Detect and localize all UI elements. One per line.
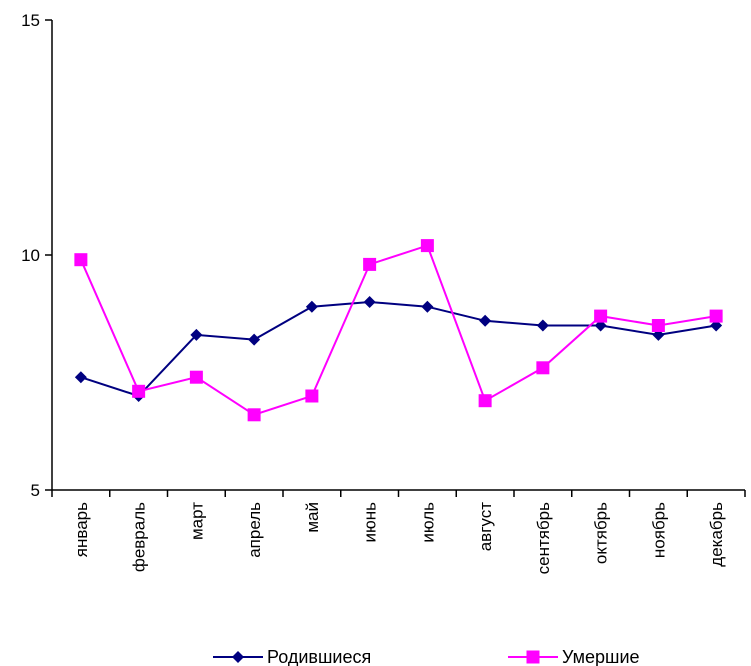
data-point [363, 296, 376, 308]
x-tick-label: сентябрь [534, 502, 553, 575]
data-point [190, 328, 203, 341]
data-point [420, 239, 434, 253]
x-tick-label: ноябрь [649, 502, 668, 558]
y-tick-label: 10 [21, 246, 40, 265]
y-tick-label: 5 [31, 481, 40, 500]
x-tick-label: март [187, 502, 206, 540]
x-tick-label: февраль [130, 502, 149, 572]
legend-marker [526, 650, 540, 664]
legend-label: Родившиеся [267, 647, 371, 666]
data-point [478, 394, 492, 408]
chart-axes [45, 19, 746, 497]
x-tick-label: январь [72, 502, 91, 557]
data-point [363, 257, 377, 271]
y-tick-label: 15 [21, 11, 40, 30]
data-point [651, 319, 665, 332]
y-tick-labels: 5 10 15 [21, 11, 40, 500]
x-tick-label: декабрь [707, 502, 726, 567]
x-tick-label: апрель [245, 502, 264, 558]
x-tick-labels: январь февраль март апрель май июнь июль август… [72, 502, 726, 575]
series-line-1 [79, 244, 717, 416]
data-point [536, 319, 549, 332]
data-point [74, 371, 87, 384]
data-point [479, 314, 492, 327]
x-tick-label: октябрь [592, 502, 611, 564]
x-tick-label: июль [418, 502, 437, 543]
data-point [247, 408, 261, 422]
data-point [305, 389, 319, 403]
series-line-0 [80, 300, 717, 398]
x-tick-label: май [303, 502, 322, 533]
data-point [594, 309, 608, 323]
data-point [421, 300, 434, 313]
data-point [132, 384, 146, 398]
data-point [74, 253, 88, 267]
legend-marker [232, 651, 244, 663]
x-tick-label: июнь [361, 502, 380, 543]
x-tick-label: август [476, 502, 495, 551]
data-point [305, 300, 318, 313]
data-point [709, 309, 723, 323]
data-point [536, 361, 550, 375]
data-point [189, 370, 203, 384]
legend-label: Умершие [562, 647, 640, 666]
series-layer [74, 239, 723, 422]
data-point [248, 333, 261, 346]
legend: Родившиеся Умершие [213, 647, 640, 666]
